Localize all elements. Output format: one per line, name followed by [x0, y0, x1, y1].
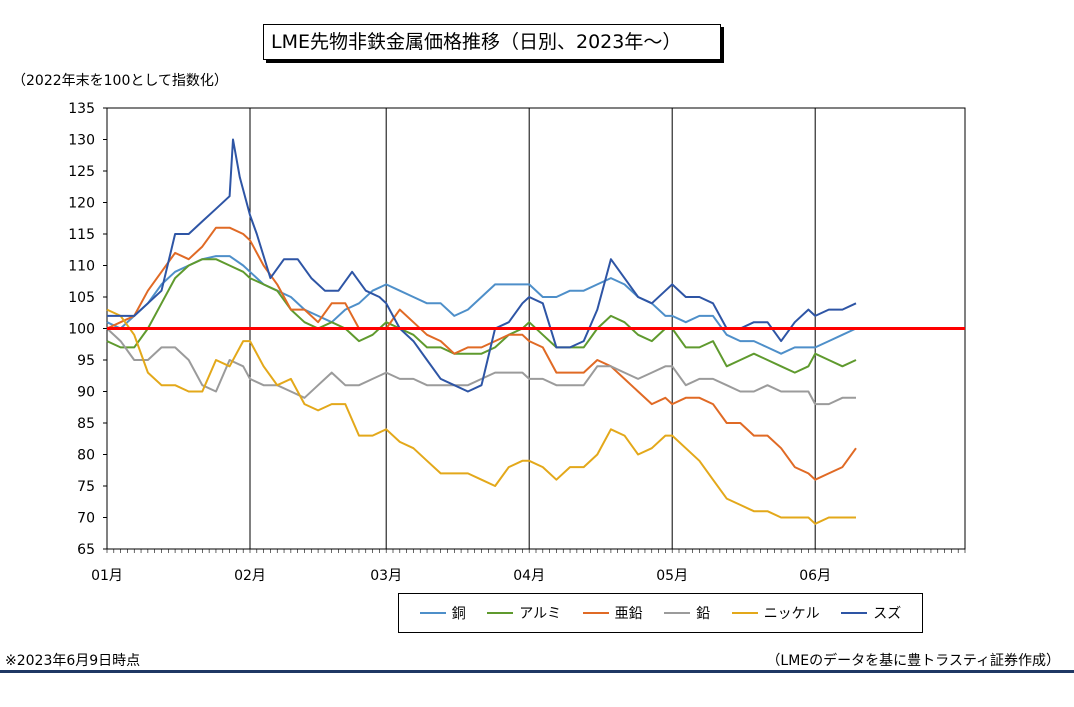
chart-title: LME先物非鉄金属価格推移（日別、2023年～）: [263, 24, 721, 60]
legend-label: 亜鉛: [614, 606, 643, 622]
y-tick-label: 70: [77, 511, 95, 527]
x-tick-label: 01月: [91, 568, 123, 584]
x-tick-label: 05月: [656, 568, 688, 584]
legend-item-lead: 鉛: [664, 603, 710, 623]
y-tick-label: 100: [68, 322, 95, 338]
y-tick-label: 115: [68, 227, 95, 243]
y-tick-label: 65: [77, 542, 95, 558]
chart-legend: 銅 アルミ 亜鉛 鉛 ニッケル スズ: [398, 593, 923, 633]
y-tick-label: 110: [68, 259, 95, 275]
legend-swatch: [731, 612, 758, 614]
legend-swatch: [582, 612, 609, 614]
legend-item-copper: 銅: [419, 603, 466, 623]
y-tick-label: 95: [77, 353, 95, 369]
unit-note: （2022年末を100として指数化）: [12, 73, 228, 89]
legend-item-zinc: 亜鉛: [582, 603, 643, 623]
series-line-nickel: [106, 308, 856, 525]
x-tick-label: 06月: [799, 568, 831, 584]
y-tick-label: 120: [68, 196, 95, 212]
y-tick-label: 80: [77, 448, 95, 464]
legend-item-tin: スズ: [841, 603, 901, 623]
y-tick-label: 135: [68, 101, 95, 117]
legend-label: 銅: [451, 606, 466, 622]
y-tick-label: 90: [77, 385, 95, 401]
x-tick-label: 03月: [370, 568, 402, 584]
footnote-source: （LMEのデータを基に豊トラスティ証券作成）: [766, 653, 1060, 669]
x-tick-label: 04月: [513, 568, 545, 584]
y-tick-label: 85: [77, 416, 95, 432]
legend-item-aluminium: アルミ: [487, 603, 561, 623]
bottom-rule: [0, 670, 1074, 673]
y-tick-label: 105: [68, 290, 95, 306]
x-tick-label: 02月: [234, 568, 266, 584]
legend-swatch: [664, 612, 691, 614]
footnote-timestamp: ※2023年6月9日時点: [5, 653, 141, 669]
legend-label: スズ: [873, 606, 902, 622]
legend-item-nickel: ニッケル: [731, 603, 820, 623]
legend-swatch: [419, 612, 446, 614]
series-line-zinc: [106, 226, 857, 481]
legend-swatch: [841, 612, 868, 614]
y-tick-label: 125: [68, 164, 95, 180]
legend-label: アルミ: [519, 606, 562, 622]
series-line-lead: [106, 327, 856, 406]
legend-label: 鉛: [696, 606, 711, 622]
series-line-copper: [106, 255, 857, 355]
legend-swatch: [487, 612, 514, 614]
legend-label: ニッケル: [763, 606, 820, 622]
y-tick-label: 130: [68, 133, 95, 149]
y-tick-label: 75: [77, 479, 95, 495]
series-line-aluminium: [106, 258, 857, 374]
